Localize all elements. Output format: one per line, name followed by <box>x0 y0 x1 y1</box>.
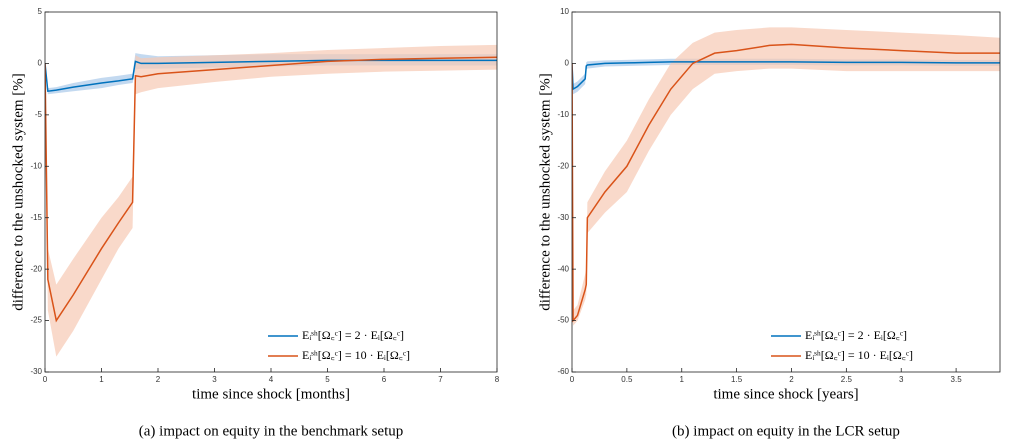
axes-box <box>571 11 1001 373</box>
x-tick-label: 1.5 <box>731 375 743 384</box>
plot-content <box>572 27 1000 326</box>
y-tick-label: 10 <box>560 7 569 16</box>
y-tick-label: -5 <box>35 110 43 119</box>
caption: (a) impact on equity in the benchmark se… <box>139 423 404 439</box>
y-tick-label: 5 <box>38 7 43 16</box>
y-axis-label: difference to the unshocked system [%] <box>537 73 553 311</box>
legend-label: Eᵢˢʰ[Ω꜀ᶜ] = 10 · Eᵢ[Ω꜀ᶜ] <box>805 348 913 362</box>
y-tick-label: -50 <box>557 316 569 325</box>
x-tick-label: 3 <box>899 375 904 384</box>
y-tick-label: -60 <box>557 367 569 376</box>
confidence-band <box>572 27 1000 326</box>
x-tick-label: 2.5 <box>841 375 853 384</box>
x-tick-label: 2 <box>789 375 794 384</box>
x-tick-label: 7 <box>438 375 443 384</box>
y-tick-label: 0 <box>38 59 43 68</box>
x-tick-label: 0 <box>43 375 48 384</box>
series-line <box>572 43 1000 323</box>
y-tick-label: -20 <box>557 161 569 170</box>
y-tick-label: 0 <box>565 59 570 68</box>
x-tick-label: 0.5 <box>621 375 633 384</box>
caption: (b) impact on equity in the LCR setup <box>672 423 900 439</box>
y-axis-label: difference to the unshocked system [%] <box>10 73 26 311</box>
y-tick-label: -20 <box>30 264 42 273</box>
x-tick-label: 1 <box>680 375 685 384</box>
legend-label: Eᵢˢʰ[Ω꜀ᶜ] = 2 · Eᵢ[Ω꜀ᶜ] <box>805 328 907 342</box>
y-tick-label: -30 <box>557 213 569 222</box>
x-axis-label: time since shock [months] <box>192 386 350 402</box>
series-line <box>45 56 497 323</box>
x-tick-label: 6 <box>382 375 387 384</box>
y-tick-label: -10 <box>557 110 569 119</box>
x-tick-label: 8 <box>495 375 500 384</box>
legend-box <box>767 324 992 368</box>
x-tick-label: 0 <box>570 375 575 384</box>
y-tick-label: -10 <box>30 161 42 170</box>
plot-content <box>45 44 497 357</box>
y-tick-label: -25 <box>30 316 42 325</box>
x-tick-label: 4 <box>269 375 274 384</box>
plot-area <box>572 12 1000 372</box>
y-tick-label: -15 <box>30 213 42 222</box>
y-tick-label: -40 <box>557 264 569 273</box>
x-tick-label: 5 <box>325 375 330 384</box>
x-axis-label: time since shock [years] <box>713 386 858 402</box>
x-tick-label: 1 <box>99 375 104 384</box>
legend-box <box>264 324 489 368</box>
series-line <box>572 61 1000 91</box>
x-tick-label: 3.5 <box>951 375 963 384</box>
legend-label: Eᵢˢʰ[Ω꜀ᶜ] = 2 · Eᵢ[Ω꜀ᶜ] <box>302 328 404 342</box>
y-tick-label: -30 <box>30 367 42 376</box>
x-tick-label: 3 <box>212 375 217 384</box>
legend-label: Eᵢˢʰ[Ω꜀ᶜ] = 10 · Eᵢ[Ω꜀ᶜ] <box>302 348 410 362</box>
x-tick-label: 2 <box>156 375 161 384</box>
